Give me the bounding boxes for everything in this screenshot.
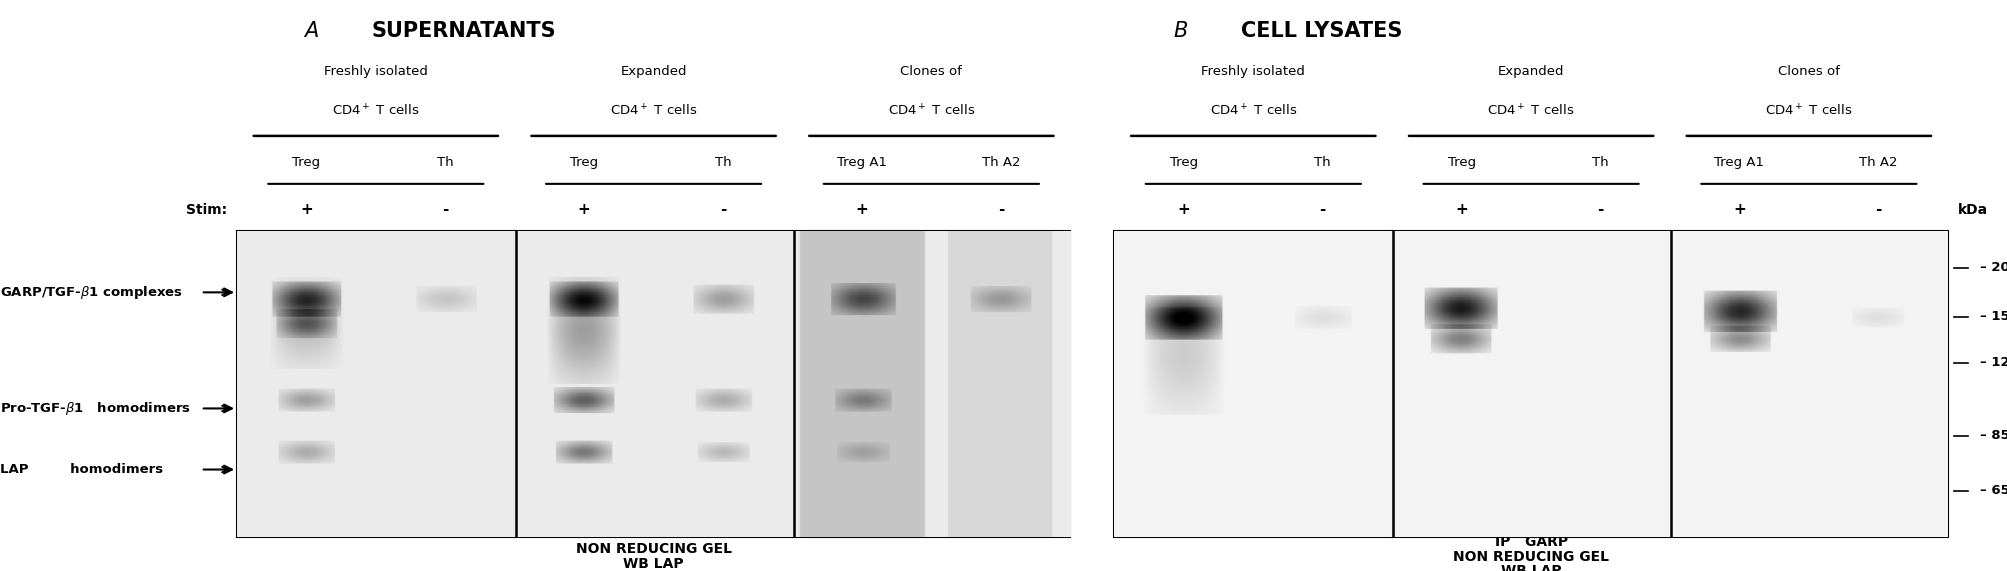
Text: NON REDUCING GEL: NON REDUCING GEL [1453,550,1608,564]
Text: SUPERNATANTS: SUPERNATANTS [371,21,556,42]
Text: $\mathit{B}$: $\mathit{B}$ [1172,21,1188,42]
Text: IP   GARP: IP GARP [1493,536,1567,549]
Text: Clones of: Clones of [899,65,961,78]
Text: +: + [1732,202,1744,217]
Text: -: - [1875,202,1881,217]
Text: CD4$^+$ T cells: CD4$^+$ T cells [1208,104,1297,119]
Text: Expanded: Expanded [1497,65,1563,78]
Text: Clones of: Clones of [1776,65,1838,78]
Text: Stim:: Stim: [187,203,227,216]
Text: CD4$^+$ T cells: CD4$^+$ T cells [887,104,975,119]
FancyBboxPatch shape [1114,231,1947,537]
Text: LAP         homodimers: LAP homodimers [0,463,163,476]
Text: GARP/TGF-$\beta$1 complexes: GARP/TGF-$\beta$1 complexes [0,284,183,301]
Text: Th: Th [438,156,454,169]
Text: Freshly isolated: Freshly isolated [1200,65,1305,78]
Text: -: - [1596,202,1604,217]
Text: +: + [1455,202,1467,217]
Text: – 120: – 120 [1979,356,2007,369]
Text: – 85: – 85 [1979,429,2007,443]
Text: WB LAP: WB LAP [1499,564,1561,571]
Text: CELL LYSATES: CELL LYSATES [1240,21,1401,42]
Text: kDa: kDa [1957,203,1987,216]
Text: – 65: – 65 [1979,484,2007,497]
Text: Th: Th [1315,156,1331,169]
Text: – 205: – 205 [1979,262,2007,275]
Text: -: - [719,202,727,217]
Text: NON REDUCING GEL: NON REDUCING GEL [576,542,731,556]
Text: Th A2: Th A2 [1858,156,1897,169]
Text: Treg: Treg [293,156,321,169]
FancyBboxPatch shape [237,231,1070,537]
Text: +: + [855,202,867,217]
Text: Expanded: Expanded [620,65,686,78]
Text: WB LAP: WB LAP [622,557,684,571]
Text: +: + [1176,202,1190,217]
Text: Treg: Treg [570,156,598,169]
Text: CD4$^+$ T cells: CD4$^+$ T cells [1764,104,1852,119]
Text: -: - [1319,202,1325,217]
Text: -: - [442,202,448,217]
Text: Th: Th [1592,156,1608,169]
Text: Pro-TGF-$\beta$1   homodimers: Pro-TGF-$\beta$1 homodimers [0,400,191,417]
Text: Treg: Treg [1170,156,1198,169]
Text: Treg: Treg [1447,156,1475,169]
Text: Treg A1: Treg A1 [1714,156,1764,169]
Text: +: + [299,202,313,217]
Text: Th A2: Th A2 [981,156,1020,169]
Text: CD4$^+$ T cells: CD4$^+$ T cells [331,104,419,119]
Text: Th: Th [714,156,731,169]
Text: CD4$^+$ T cells: CD4$^+$ T cells [610,104,696,119]
Text: CD4$^+$ T cells: CD4$^+$ T cells [1487,104,1573,119]
Text: $\mathit{A}$: $\mathit{A}$ [303,21,319,42]
Text: – 150: – 150 [1979,310,2007,323]
Text: Freshly isolated: Freshly isolated [323,65,427,78]
Text: -: - [997,202,1004,217]
Text: +: + [578,202,590,217]
Text: Treg A1: Treg A1 [837,156,887,169]
